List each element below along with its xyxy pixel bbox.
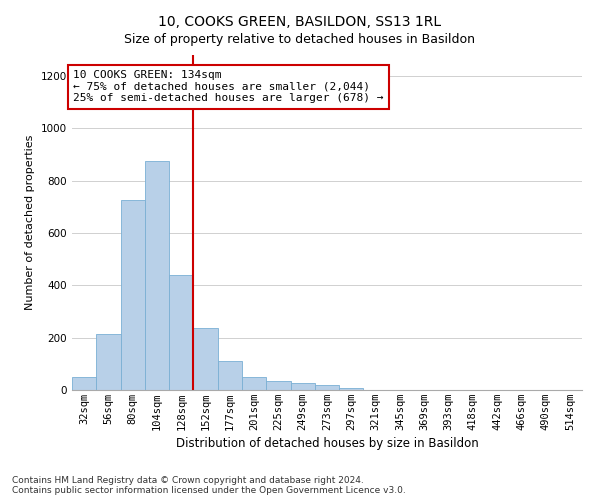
Bar — [169, 275, 193, 390]
Bar — [266, 381, 290, 390]
Bar — [193, 328, 218, 390]
Text: 10 COOKS GREEN: 134sqm
← 75% of detached houses are smaller (2,044)
25% of semi-: 10 COOKS GREEN: 134sqm ← 75% of detached… — [73, 70, 384, 103]
Text: Contains HM Land Registry data © Crown copyright and database right 2024.
Contai: Contains HM Land Registry data © Crown c… — [12, 476, 406, 495]
Bar — [96, 334, 121, 390]
Bar — [339, 388, 364, 390]
Bar — [121, 200, 145, 390]
Bar — [218, 361, 242, 390]
Text: 10, COOKS GREEN, BASILDON, SS13 1RL: 10, COOKS GREEN, BASILDON, SS13 1RL — [158, 15, 442, 29]
Bar — [145, 161, 169, 390]
Bar — [242, 378, 266, 390]
Y-axis label: Number of detached properties: Number of detached properties — [25, 135, 35, 310]
Bar — [72, 377, 96, 390]
Bar — [315, 385, 339, 390]
Text: Size of property relative to detached houses in Basildon: Size of property relative to detached ho… — [125, 32, 476, 46]
Bar — [290, 384, 315, 390]
X-axis label: Distribution of detached houses by size in Basildon: Distribution of detached houses by size … — [176, 437, 478, 450]
